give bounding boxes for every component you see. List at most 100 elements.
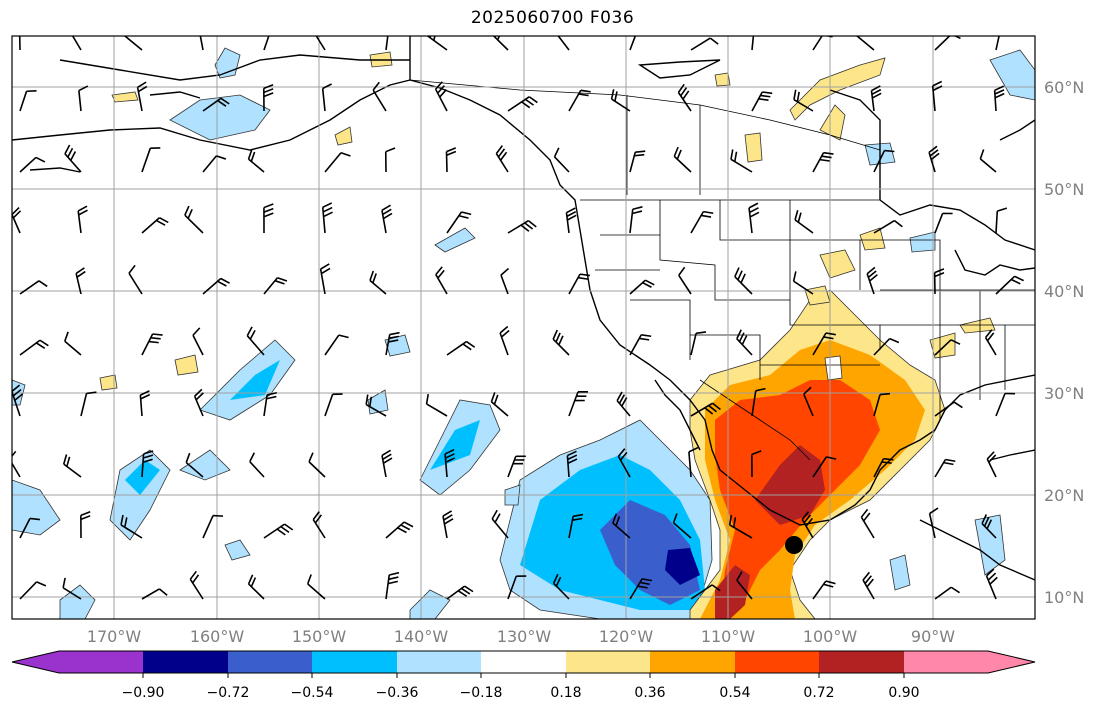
wind-barb — [812, 36, 823, 51]
wind-barb-feather — [381, 449, 391, 457]
wind-barb-feather — [986, 451, 995, 460]
wind-barb-feather — [863, 512, 871, 522]
wind-barb-feather — [986, 332, 995, 342]
wind-barb-feather — [736, 329, 742, 340]
wind-barbs — [12, 24, 1024, 600]
lon-label: 160°W — [190, 627, 245, 646]
wind-barb-feather — [884, 149, 895, 153]
wind-barb-feather — [695, 331, 707, 335]
wind-barb-feather — [823, 151, 834, 155]
wind-barb-feather — [730, 149, 734, 160]
wind-barb — [934, 213, 944, 234]
colorbar-tick-label: 0.54 — [719, 685, 750, 701]
wind-barb-feather — [637, 585, 648, 589]
colorbar-segment — [650, 651, 735, 673]
wind-barb — [307, 583, 326, 600]
wind-barb-feather — [930, 152, 940, 161]
wind-barb — [557, 36, 570, 51]
colorbar-tick-label: −0.90 — [122, 685, 165, 701]
lon-label: 140°W — [394, 627, 449, 646]
wind-barb-feather — [80, 510, 91, 517]
wind-barb — [553, 156, 570, 173]
colorbar-segment — [735, 651, 819, 673]
wind-barb-feather — [619, 451, 628, 461]
wind-barb — [19, 90, 28, 112]
wind-barb-feather — [320, 267, 331, 275]
wind-barb-feather — [862, 571, 870, 581]
wind-barb-feather — [496, 36, 501, 41]
colorbar-tick-labels: −0.90 −0.72 −0.54 −0.36 −0.18 0.18 0.36 … — [122, 685, 920, 701]
wind-barb-feather — [499, 151, 508, 161]
wind-barb-feather — [66, 456, 71, 467]
wind-barb-feather — [340, 151, 351, 157]
wind-barb-feather — [825, 31, 835, 33]
wind-barb-feather — [871, 85, 881, 92]
wind-barb-feather — [682, 90, 690, 100]
wind-barb-feather — [988, 454, 997, 463]
wind-barb — [690, 584, 713, 600]
wind-barb-feather — [953, 401, 963, 409]
wind-barb-feather — [932, 85, 943, 92]
map-title: 2025060700 F036 — [470, 8, 635, 28]
wind-barb-feather — [634, 153, 645, 157]
wind-barb-feather — [803, 514, 812, 524]
wind-barb-feather — [521, 101, 531, 109]
colorbar-tick-label: 0.36 — [634, 685, 665, 701]
wind-barb-feather — [758, 98, 769, 101]
wind-barb-feather — [200, 27, 209, 32]
wind-barb — [385, 36, 389, 51]
wind-barb — [308, 461, 326, 478]
wind-barb-feather — [217, 280, 227, 287]
wind-barb-feather — [555, 332, 561, 343]
wind-barb-feather — [86, 391, 97, 395]
wind-barb-feather — [194, 388, 203, 397]
colorbar-segment — [228, 651, 312, 673]
wind-barb-feather — [552, 573, 559, 584]
wind-barb-feather — [263, 88, 274, 94]
wind-barb-feather — [122, 24, 125, 33]
wind-barb-feather — [567, 450, 577, 457]
wind-barb-feather — [520, 224, 530, 232]
wind-barb-feather — [618, 394, 626, 404]
wind-barb-feather — [943, 461, 954, 466]
wind-barb — [507, 575, 517, 600]
wind-barb-feather — [322, 202, 333, 209]
wind-barb-feather — [748, 202, 759, 209]
wind-barb-feather — [442, 510, 452, 517]
wind-barb-feather — [263, 83, 274, 90]
wind-barb-feather — [70, 151, 77, 161]
wind-barb-feather — [443, 514, 453, 521]
wind-barb — [128, 272, 143, 295]
wind-barb-feather — [734, 267, 740, 278]
wind-barb-feather — [383, 212, 393, 220]
wind-barb-feather — [617, 448, 626, 457]
lon-label: 150°W — [292, 627, 347, 646]
wind-barb-feather — [741, 335, 748, 345]
wind-barb-feather — [247, 574, 254, 585]
wind-barb-feather — [143, 454, 154, 459]
wind-barb-feather — [189, 570, 197, 580]
wind-barb-feather — [388, 576, 399, 581]
wind-barb-feather — [439, 89, 447, 98]
wind-barb — [995, 393, 1006, 417]
wind-barb — [249, 461, 265, 478]
wind-barb-feather — [491, 509, 498, 520]
wind-barb-feather — [616, 391, 623, 402]
wind-barb-feather — [461, 587, 471, 595]
wind-barb — [185, 461, 204, 478]
wind-barb — [62, 587, 82, 600]
wind-barb-feather — [499, 325, 509, 334]
wind-barb-feather — [869, 274, 878, 282]
political-borders — [409, 79, 1035, 461]
wind-barb-feather — [277, 277, 288, 282]
wind-barb-feather — [140, 393, 151, 400]
wind-barb-feather — [673, 146, 679, 157]
wind-barb-feather — [709, 37, 719, 45]
wind-barb-feather — [577, 276, 589, 280]
wind-barb — [690, 333, 697, 356]
wind-barb — [71, 36, 82, 51]
colorbar-segment — [397, 651, 481, 673]
wind-barb-feather — [986, 519, 993, 530]
wind-barb-feather — [36, 581, 47, 587]
wind-barb — [426, 403, 448, 417]
